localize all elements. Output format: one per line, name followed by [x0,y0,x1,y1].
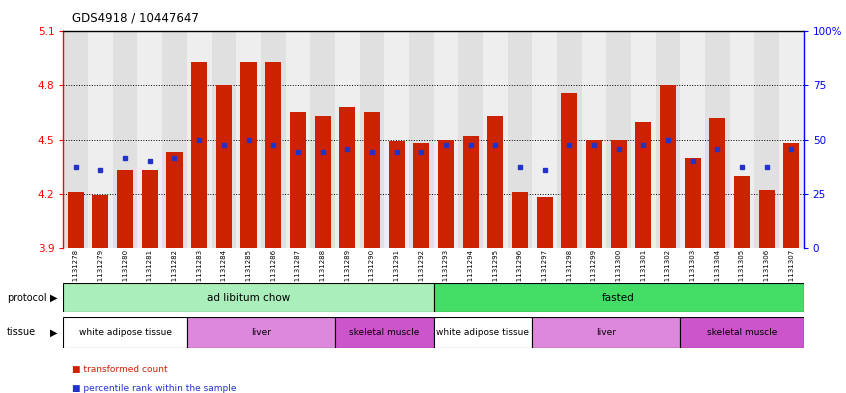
Bar [581,31,607,248]
Bar [265,62,281,248]
Bar [680,317,804,348]
Bar [483,31,508,248]
Bar [409,31,433,248]
Bar [88,31,113,248]
Bar [63,317,187,348]
Bar [755,31,779,248]
Bar [63,283,433,312]
Bar [557,31,581,248]
Bar [240,62,256,248]
Text: ▶: ▶ [50,327,58,338]
Bar [635,121,651,248]
Bar [783,143,799,248]
Bar [759,190,775,248]
Bar [512,192,528,248]
Text: ■ transformed count: ■ transformed count [72,365,168,374]
Text: white adipose tissue: white adipose tissue [79,328,172,337]
Bar [709,118,725,248]
Bar [532,317,680,348]
Bar [433,317,532,348]
Bar [335,317,433,348]
Bar [384,31,409,248]
Bar [216,86,232,248]
Bar [532,31,557,248]
Bar [167,152,183,248]
Bar [459,31,483,248]
Text: ▶: ▶ [50,293,58,303]
Bar [310,31,335,248]
Bar [433,31,459,248]
Bar [290,112,306,248]
Bar [187,31,212,248]
Bar [586,140,602,248]
Bar [335,31,360,248]
Bar [433,283,804,312]
Bar [187,317,335,348]
Text: ad libitum chow: ad libitum chow [207,293,290,303]
Text: liver: liver [596,328,616,337]
Text: tissue: tissue [7,327,36,338]
Bar [734,176,750,248]
Text: fasted: fasted [602,293,635,303]
Text: ■ percentile rank within the sample: ■ percentile rank within the sample [72,384,236,393]
Bar [536,197,552,248]
Bar [68,192,84,248]
Bar [779,31,804,248]
Bar [413,143,429,248]
Bar [680,31,705,248]
Bar [438,140,454,248]
Bar [339,107,355,248]
Bar [142,170,158,248]
Text: skeletal muscle: skeletal muscle [706,328,777,337]
Bar [113,31,137,248]
Bar [92,195,108,248]
Bar [463,136,479,248]
Bar [212,31,236,248]
Text: protocol: protocol [7,293,47,303]
Text: GDS4918 / 10447647: GDS4918 / 10447647 [72,12,199,25]
Bar [360,31,384,248]
Text: skeletal muscle: skeletal muscle [349,328,420,337]
Bar [63,31,88,248]
Bar [631,31,656,248]
Bar [684,158,700,248]
Bar [285,31,310,248]
Text: white adipose tissue: white adipose tissue [437,328,530,337]
Bar [611,140,627,248]
Bar [729,31,755,248]
Bar [236,31,261,248]
Bar [315,116,331,248]
Bar [364,112,380,248]
Bar [656,31,680,248]
Bar [508,31,532,248]
Bar [705,31,729,248]
Bar [607,31,631,248]
Bar [117,170,133,248]
Bar [162,31,187,248]
Bar [561,93,577,248]
Bar [137,31,162,248]
Bar [660,86,676,248]
Text: liver: liver [251,328,271,337]
Bar [261,31,285,248]
Bar [191,62,207,248]
Bar [388,141,404,248]
Bar [487,116,503,248]
